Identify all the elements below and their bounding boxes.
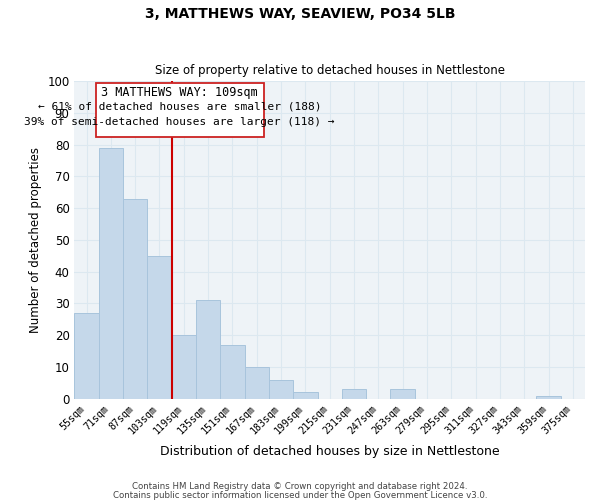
Bar	[245, 367, 269, 399]
Y-axis label: Number of detached properties: Number of detached properties	[29, 147, 42, 333]
FancyBboxPatch shape	[96, 82, 263, 136]
Bar	[148, 256, 172, 399]
Bar	[536, 396, 560, 399]
Bar	[123, 198, 148, 399]
Text: 39% of semi-detached houses are larger (118) →: 39% of semi-detached houses are larger (…	[25, 118, 335, 128]
Bar	[293, 392, 317, 399]
Text: Contains public sector information licensed under the Open Government Licence v3: Contains public sector information licen…	[113, 490, 487, 500]
Bar	[74, 313, 98, 399]
Bar	[391, 389, 415, 399]
Bar	[342, 389, 366, 399]
Bar	[98, 148, 123, 399]
Text: ← 61% of detached houses are smaller (188): ← 61% of detached houses are smaller (18…	[38, 102, 322, 112]
Title: Size of property relative to detached houses in Nettlestone: Size of property relative to detached ho…	[155, 64, 505, 77]
Text: Contains HM Land Registry data © Crown copyright and database right 2024.: Contains HM Land Registry data © Crown c…	[132, 482, 468, 491]
Bar	[196, 300, 220, 399]
Bar	[220, 344, 245, 399]
Text: 3, MATTHEWS WAY, SEAVIEW, PO34 5LB: 3, MATTHEWS WAY, SEAVIEW, PO34 5LB	[145, 8, 455, 22]
Bar	[269, 380, 293, 399]
Text: 3 MATTHEWS WAY: 109sqm: 3 MATTHEWS WAY: 109sqm	[101, 86, 258, 98]
Bar	[172, 335, 196, 399]
X-axis label: Distribution of detached houses by size in Nettlestone: Distribution of detached houses by size …	[160, 444, 499, 458]
